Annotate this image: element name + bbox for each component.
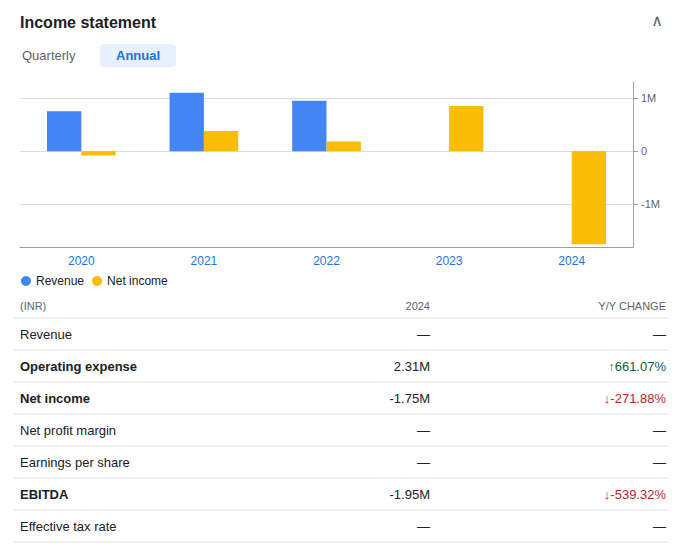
svg-text:—: — (653, 519, 666, 534)
svg-text:EBITDA: EBITDA (20, 487, 69, 502)
svg-text:2024: 2024 (406, 300, 430, 312)
svg-text:2024: 2024 (558, 254, 585, 268)
svg-text:-1M: -1M (641, 198, 660, 210)
svg-text:Net income: Net income (20, 391, 90, 406)
svg-text:-1.75M: -1.75M (390, 391, 430, 406)
svg-text:Annual: Annual (116, 48, 160, 63)
svg-text:Quarterly: Quarterly (22, 48, 76, 63)
svg-text:↑661.07%: ↑661.07% (608, 359, 666, 374)
svg-text:∧: ∧ (651, 12, 663, 29)
svg-text:—: — (653, 327, 666, 342)
svg-text:Effective tax rate: Effective tax rate (20, 519, 117, 534)
svg-text:—: — (417, 423, 430, 438)
svg-text:2021: 2021 (191, 254, 218, 268)
svg-text:(INR): (INR) (20, 300, 46, 312)
svg-text:Revenue: Revenue (20, 327, 72, 342)
svg-text:—: — (417, 327, 430, 342)
svg-text:—: — (417, 519, 430, 534)
svg-text:—: — (653, 455, 666, 470)
svg-text:Y/Y CHANGE: Y/Y CHANGE (598, 300, 666, 312)
svg-text:0: 0 (641, 145, 647, 157)
svg-text:↓-539.32%: ↓-539.32% (604, 487, 667, 502)
svg-text:1M: 1M (641, 92, 656, 104)
svg-text:Net income: Net income (107, 274, 168, 288)
svg-text:Revenue: Revenue (36, 274, 84, 288)
svg-text:—: — (417, 455, 430, 470)
svg-text:Net profit margin: Net profit margin (20, 423, 116, 438)
svg-text:2022: 2022 (313, 254, 340, 268)
svg-text:2.31M: 2.31M (394, 359, 430, 374)
svg-text:2020: 2020 (68, 254, 95, 268)
svg-text:Operating expense: Operating expense (20, 359, 137, 374)
svg-text:—: — (653, 423, 666, 438)
svg-text:↓-271.88%: ↓-271.88% (604, 391, 667, 406)
svg-text:Earnings per share: Earnings per share (20, 455, 130, 470)
svg-text:-1.95M: -1.95M (390, 487, 430, 502)
svg-text:2023: 2023 (436, 254, 463, 268)
svg-text:Income statement: Income statement (20, 14, 157, 31)
